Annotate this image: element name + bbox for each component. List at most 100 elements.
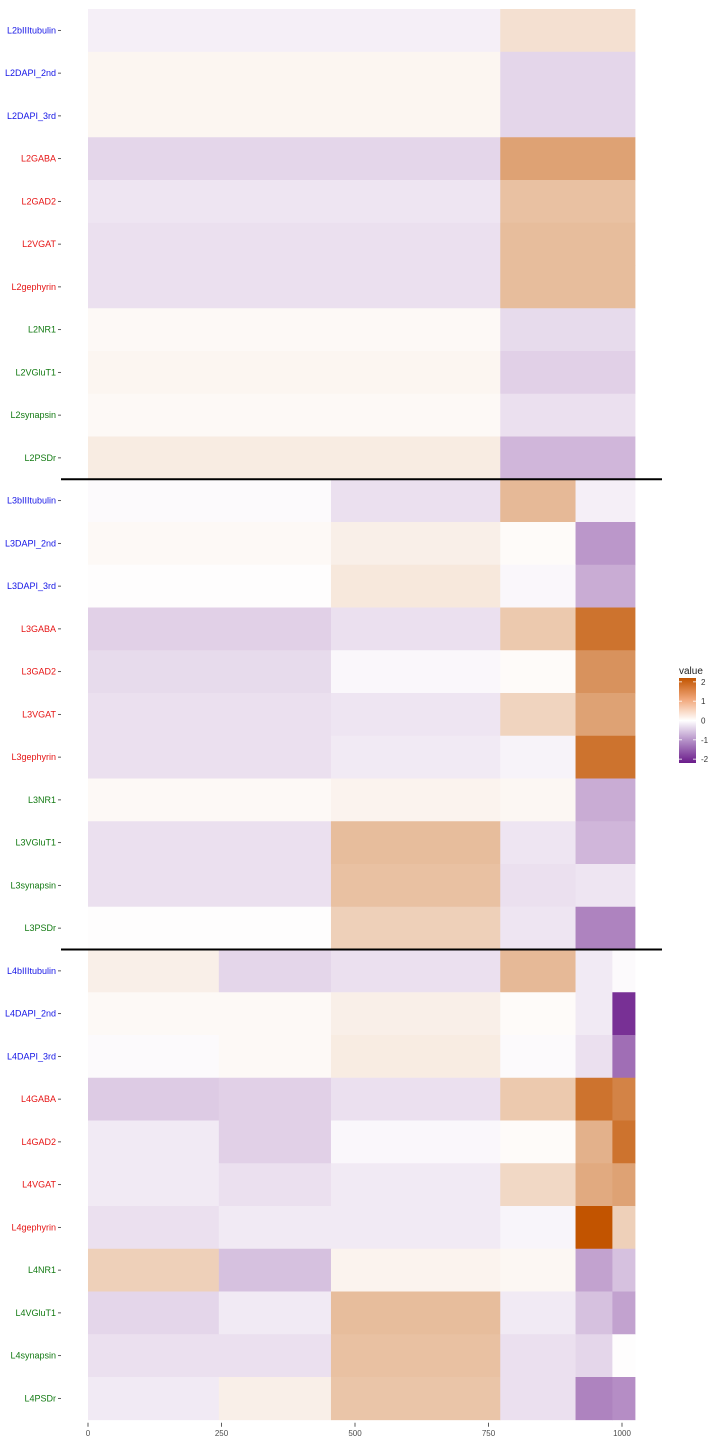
- heatmap-cell: [575, 1077, 613, 1121]
- heatmap-cell: [330, 1163, 501, 1207]
- row-label: L3PSDr: [24, 923, 56, 933]
- row-label: L4PSDr: [24, 1393, 56, 1403]
- heatmap-cell: [575, 693, 636, 737]
- row-label: L2GABA: [21, 154, 56, 164]
- heatmap-cell: [330, 479, 501, 523]
- row-label: L3NR1: [28, 795, 56, 805]
- heatmap-cell: [88, 1248, 220, 1292]
- row-label: L2gephyrin: [11, 282, 56, 292]
- heatmap-cell: [575, 1163, 613, 1207]
- heatmap-cell: [330, 1035, 501, 1079]
- heatmap-cell: [218, 1206, 332, 1250]
- heatmap-cell: [500, 94, 636, 138]
- heatmap-cell: [500, 1206, 576, 1250]
- heatmap-cell: [88, 949, 220, 993]
- heatmap-cell: [88, 51, 501, 95]
- heatmap-cell: [612, 1163, 636, 1207]
- legend-tick-label: 1: [701, 697, 706, 706]
- heatmap-cell: [500, 180, 636, 224]
- row-label: L3VGluT1: [15, 838, 56, 848]
- heatmap-cell: [330, 1120, 501, 1164]
- row-label: L2VGAT: [22, 239, 56, 249]
- row-label: L4VGAT: [22, 1180, 56, 1190]
- heatmap-cells: [88, 9, 636, 1421]
- heatmap-cell: [612, 992, 636, 1036]
- heatmap-cell: [88, 522, 332, 566]
- row-label: L4DAPI_3rd: [7, 1051, 56, 1061]
- heatmap-cell: [330, 1334, 501, 1378]
- heatmap-cell: [330, 906, 501, 950]
- heatmap-cell: [500, 222, 636, 266]
- row-label: L3VGAT: [22, 709, 56, 719]
- heatmap-cell: [500, 1248, 576, 1292]
- legend-title: value: [679, 666, 703, 677]
- heatmap-cell: [330, 607, 501, 651]
- heatmap-cell: [88, 1334, 332, 1378]
- heatmap-cell: [88, 1206, 220, 1250]
- row-label: L2DAPI_2nd: [5, 68, 56, 78]
- heatmap-cell: [88, 94, 501, 138]
- heatmap-cell: [330, 564, 501, 608]
- heatmap-cell: [218, 1077, 332, 1121]
- heatmap-cell: [88, 351, 501, 395]
- heatmap-cell: [575, 778, 636, 822]
- heatmap-cell: [330, 949, 501, 993]
- heatmap-cell: [500, 864, 576, 908]
- heatmap-cell: [500, 607, 576, 651]
- heatmap-cell: [330, 778, 501, 822]
- heatmap-cell: [88, 1377, 220, 1421]
- heatmap-cell: [500, 1077, 576, 1121]
- heatmap-cell: [575, 906, 636, 950]
- heatmap-cell: [612, 1206, 636, 1250]
- heatmap-cell: [88, 564, 332, 608]
- group-separators: [61, 478, 662, 951]
- heatmap-cell: [575, 522, 636, 566]
- heatmap-cell: [218, 1035, 332, 1079]
- heatmap-cell: [612, 1377, 636, 1421]
- heatmap-cell: [88, 778, 332, 822]
- heatmap-cell: [575, 1120, 613, 1164]
- legend-tick-label: -1: [701, 736, 709, 745]
- heatmap-cell: [330, 1206, 501, 1250]
- heatmap-cell: [500, 735, 576, 779]
- heatmap-cell: [575, 821, 636, 865]
- heatmap-cell: [330, 821, 501, 865]
- heatmap-cell: [88, 1163, 220, 1207]
- row-label: L2PSDr: [24, 453, 56, 463]
- row-label: L4GABA: [21, 1094, 56, 1104]
- heatmap-cell: [330, 1077, 501, 1121]
- heatmap-cell: [575, 1291, 613, 1335]
- heatmap-cell: [575, 1377, 613, 1421]
- heatmap-cell: [88, 479, 332, 523]
- heatmap-cell: [500, 9, 636, 53]
- heatmap-cell: [612, 1291, 636, 1335]
- heatmap-cell: [575, 735, 636, 779]
- row-label: L2DAPI_3rd: [7, 111, 56, 121]
- heatmap-cell: [575, 650, 636, 694]
- heatmap-cell: [88, 607, 332, 651]
- heatmap-cell: [612, 1248, 636, 1292]
- heatmap-cell: [500, 479, 576, 523]
- heatmap-cell: [330, 1377, 501, 1421]
- heatmap-cell: [500, 1120, 576, 1164]
- heatmap-cell: [88, 992, 332, 1036]
- heatmap-cell: [330, 735, 501, 779]
- row-label: L4bIIItubulin: [7, 966, 56, 976]
- heatmap-cell: [88, 137, 501, 181]
- heatmap-cell: [330, 522, 501, 566]
- heatmap-cell: [575, 607, 636, 651]
- heatmap-cell: [88, 180, 501, 224]
- x-tick-label: 0: [86, 1429, 91, 1438]
- heatmap-cell: [88, 393, 501, 437]
- heatmap-cell: [88, 436, 501, 480]
- heatmap-cell: [500, 1035, 576, 1079]
- heatmap-cell: [88, 1120, 220, 1164]
- legend-tick-label: -2: [701, 755, 709, 764]
- heatmap-cell: [88, 308, 501, 352]
- heatmap-cell: [88, 1077, 220, 1121]
- row-label: L3DAPI_3rd: [7, 581, 56, 591]
- row-label: L2NR1: [28, 325, 56, 335]
- heatmap-cell: [88, 222, 501, 266]
- heatmap-cell: [88, 1035, 220, 1079]
